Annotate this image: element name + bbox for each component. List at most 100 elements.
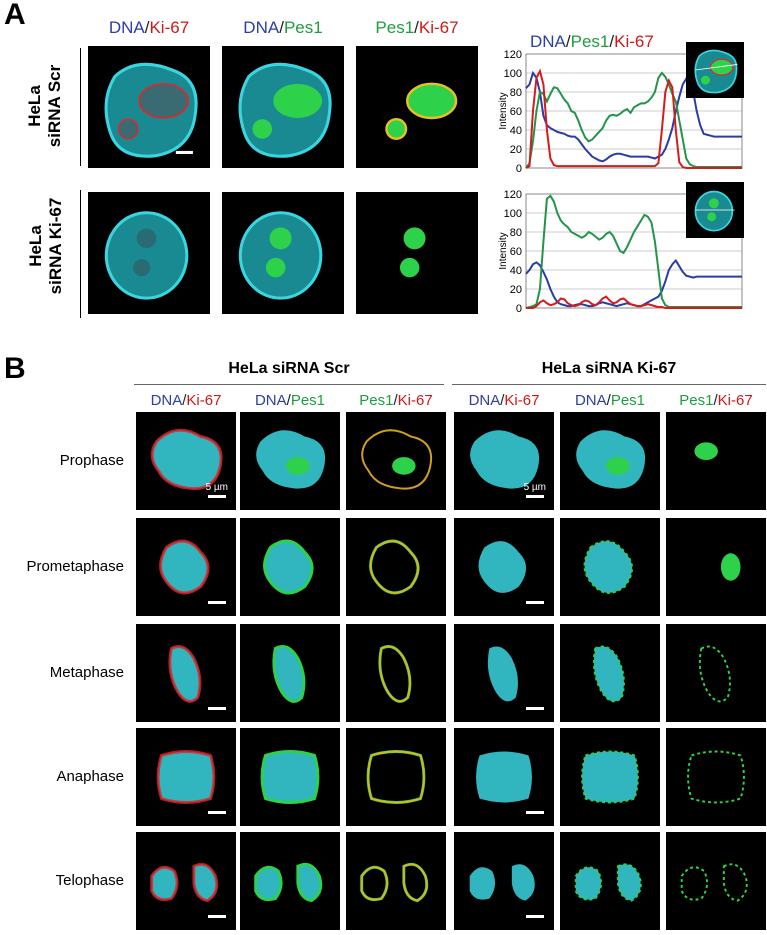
header-separator: / [279,18,284,37]
row-label-line1: HeLa [26,225,45,267]
plot-inset-ki67 [686,182,744,238]
scale-bar [526,495,544,498]
group-header-ki67: HeLa siRNA Ki-67 [541,360,677,377]
panel-b-column-header: Pes1/Ki-67 [666,392,766,409]
header-channel-1: DNA [254,392,287,409]
y-tick-label: 40 [510,125,522,137]
panel-a-row-label-scr: HeLa siRNA Scr [25,61,69,151]
header-channel-1: DNA [574,392,607,409]
header-channel-2: Pes1 [610,392,646,409]
header-separator: / [286,392,291,409]
micrograph-prometaphase-col-5 [560,518,660,616]
series-line-red [525,68,742,169]
phase-label-prophase: Prophase [59,452,124,469]
scale-bar [208,495,226,498]
plot-header-sep-1: / [565,32,571,51]
micrograph-anaphase-col-2 [240,728,340,826]
micrograph-metaphase-col-2 [240,624,340,722]
scale-bar [526,601,544,604]
micrograph-prophase-col-2 [240,412,340,510]
micrograph-prometaphase-col-2 [240,518,340,616]
header-channel-2: Ki-67 [504,392,540,409]
y-tick-label: 100 [504,68,522,80]
plot-header-sep-2: / [609,32,615,51]
scale-bar [208,811,226,814]
panel-b-column-header: DNA/Pes1 [560,392,660,409]
micrograph-anaphase-col-4 [454,728,554,826]
y-tick-label: 20 [510,144,522,156]
panel-b-column-header: DNA/Pes1 [240,392,340,409]
phase-label-prometaphase: Prometaphase [26,558,124,575]
group-underline-scr [134,384,444,385]
header-channel-1: DNA [150,392,183,409]
panel-a-column-header: DNA/Ki-67 [88,18,210,38]
plot-frame [525,193,743,309]
scale-bar [526,707,544,710]
micrograph-a-ki67-dna-ki67 [88,192,210,314]
header-separator: / [606,392,611,409]
micrograph-a-ki67-dna-pes1 [222,192,344,314]
header-channel-1: DNA [468,392,501,409]
panel-a-plot-header: DNA/Pes1/Ki-67 [530,32,654,52]
micrograph-anaphase-col-1 [136,728,236,826]
row-label-line1: HeLa [25,85,44,127]
series-line-blue [525,70,742,163]
scale-bar [526,811,544,814]
header-separator: / [393,392,398,409]
micrograph-a-scr-dna-ki67 [88,46,210,168]
header-separator: / [713,392,718,409]
header-channel-2: Ki-67 [418,18,459,37]
scale-bar [208,915,226,918]
micrograph-prometaphase-col-1 [136,518,236,616]
row-bracket-ki67 [80,190,81,318]
header-separator: / [414,18,419,37]
micrograph-prophase-col-4: 5 µm [454,412,554,510]
plot-frame [525,53,743,169]
group-underline-ki67 [452,384,766,385]
header-channel-2: Ki-67 [397,392,433,409]
y-tick-label: 80 [510,87,522,99]
y-axis-label: Intensity [498,92,509,129]
y-axis-label: Intensity [498,232,509,269]
panel-b-letter: B [4,352,26,385]
header-channel-2: Ki-67 [717,392,753,409]
phase-label-telophase: Telophase [55,872,124,889]
plot-svg: 0 20 40 60 80 100 120 Intensity [498,189,743,315]
plot-header-pes1: Pes1 [570,32,610,51]
micrograph-anaphase-col-5 [560,728,660,826]
scale-bar [526,915,544,918]
panel-b-column-header: DNA/Ki-67 [136,392,236,409]
micrograph-a-scr-pes1-ki67 [356,46,478,168]
header-channel-1: DNA [243,18,280,37]
header-separator: / [144,18,150,37]
scale-bar [208,601,226,604]
y-tick-label: 0 [516,303,522,314]
y-tick-label: 20 [510,284,522,296]
header-separator: / [182,392,187,409]
plot-inset-scr [686,42,744,98]
micrograph-prophase-col-1: 5 µm [136,412,236,510]
micrograph-prophase-col-5 [560,412,660,510]
y-tick-label: 60 [510,106,522,118]
series-line-blue [525,258,742,308]
row-bracket-scr [80,48,81,166]
panel-a-column-header: Pes1/Ki-67 [356,18,478,38]
y-tick-label: 0 [516,163,522,174]
intensity-plot-ki67: 0 20 40 60 80 100 120 Intensity [496,189,746,315]
y-tick-label: 120 [504,190,522,201]
micrograph-telophase-col-6 [666,832,766,930]
micrograph-prometaphase-col-3 [346,518,446,616]
micrograph-prophase-col-3 [346,412,446,510]
micrograph-metaphase-col-4 [454,624,554,722]
micrograph-prometaphase-col-6 [666,518,766,616]
y-tick-label: 100 [504,208,522,220]
scale-bar-label: 5 µm [523,482,546,493]
micrograph-anaphase-col-3 [346,728,446,826]
header-channel-2: Ki-67 [186,392,222,409]
panel-b-column-header: Pes1/Ki-67 [346,392,446,409]
header-channel-1: Pes1 [359,392,394,409]
y-tick-label: 40 [510,265,522,277]
panel-a-letter: A [4,0,26,31]
panel-b-column-header: DNA/Ki-67 [454,392,554,409]
micrograph-prophase-col-6 [666,412,766,510]
